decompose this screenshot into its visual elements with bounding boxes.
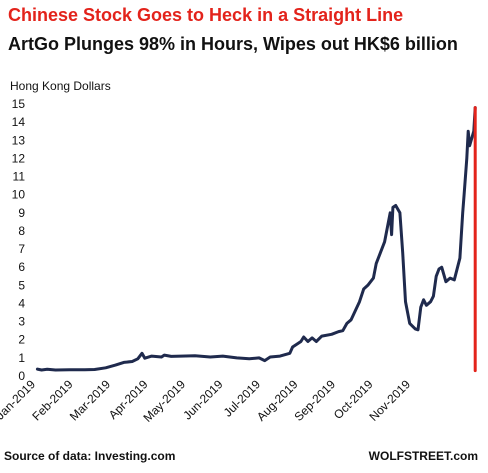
x-tick-label: Nov-2019 — [366, 377, 413, 424]
chart-subtitle: ArtGo Plunges 98% in Hours, Wipes out HK… — [8, 34, 458, 54]
series-layer — [35, 106, 477, 373]
brand-label: WOLFSTREET.com — [368, 449, 478, 463]
y-tick-label: 11 — [13, 170, 26, 184]
y-tick-label: 12 — [12, 151, 26, 165]
y-tick-label: 13 — [12, 133, 26, 147]
y-tick-label: 4 — [18, 296, 25, 310]
y-tick-label: 15 — [12, 97, 26, 111]
y-tick-label: 0 — [18, 369, 25, 383]
chart-title: Chinese Stock Goes to Heck in a Straight… — [8, 5, 404, 25]
y-tick-label: 2 — [18, 333, 25, 347]
y-tick-label: 8 — [18, 224, 25, 238]
price-line — [35, 106, 477, 372]
y-tick-label: 5 — [18, 278, 25, 292]
x-tick-label: Mar-2019 — [67, 377, 113, 423]
y-tick-label: 14 — [12, 115, 26, 129]
y-tick-label: 9 — [18, 206, 25, 220]
y-tick-label: 7 — [18, 242, 25, 256]
x-tick-label: Sep-2019 — [291, 377, 338, 424]
y-tick-label: 3 — [18, 315, 25, 329]
y-axis-label: Hong Kong Dollars — [10, 79, 111, 93]
x-tick-label: Jun-2019 — [180, 377, 226, 423]
y-tick-label: 1 — [18, 351, 25, 365]
x-tick-labels: Jan-2019Feb-2019Mar-2019Apr-2019May-2019… — [0, 377, 413, 425]
y-tick-label: 10 — [12, 188, 26, 202]
source-note: Source of data: Investing.com — [4, 449, 176, 463]
y-tick-label: 6 — [18, 260, 25, 274]
